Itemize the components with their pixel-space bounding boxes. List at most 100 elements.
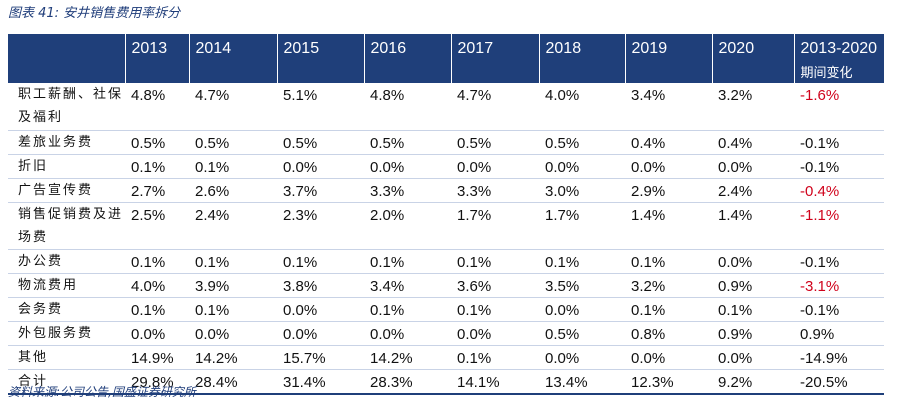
value-cell: 0.5% [277, 130, 364, 155]
value-cell: 0.4% [625, 130, 712, 155]
value-cell: 0.1% [539, 249, 625, 274]
value-cell: 0.1% [125, 249, 189, 274]
change-cell: -1.1% [794, 202, 884, 250]
value-cell: 2.4% [189, 202, 277, 250]
change-cell: -0.1% [794, 154, 884, 179]
value-cell: 3.7% [277, 178, 364, 203]
value-cell: 3.3% [451, 178, 539, 203]
source-note: 资料来源:公司公告,国盛证券研究所 [8, 385, 196, 399]
figure-caption: 图表 41: 安井销售费用率拆分 [8, 6, 181, 21]
table-row: 会务费 0.1% 0.1% 0.0% 0.1% 0.1% 0.0% 0.1% 0.1% -0.1% [8, 297, 884, 322]
table-row: 物流费用 4.0% 3.9% 3.8% 3.4% 3.6% 3.5% 3.2% 0.9% -3.1… [8, 273, 884, 298]
header-change-line2: 期间变化 [800, 65, 853, 80]
header-cell-year: 2020 [711, 34, 794, 83]
table-row: 其他 14.9% 14.2% 15.7% 14.2% 0.1% 0.0% 0.0% 0.0% -1… [8, 345, 884, 370]
value-cell: 0.9% [712, 273, 794, 298]
change-cell: -0.4% [794, 178, 884, 203]
value-cell: 0.1% [364, 249, 451, 274]
value-cell: 4.7% [189, 83, 277, 131]
value-cell: 0.1% [451, 249, 539, 274]
header-cell-change: 2013-2020 期间变化 [793, 34, 884, 83]
table-row: 广告宣传费 2.7% 2.6% 3.7% 3.3% 3.3% 3.0% 2.9% 2.4% -0.… [8, 178, 884, 203]
value-cell: 3.2% [712, 83, 794, 131]
value-cell: 0.5% [451, 130, 539, 155]
value-cell: 0.1% [189, 154, 277, 179]
change-cell: 0.9% [794, 321, 884, 346]
change-cell: -20.5% [794, 369, 884, 395]
header-cell-label [8, 34, 125, 83]
value-cell: 14.9% [125, 345, 189, 370]
value-cell: 2.4% [712, 178, 794, 203]
value-cell: 0.0% [539, 154, 625, 179]
table-row: 职工薪酬、社保及福利 4.8% 4.7% 5.1% 4.8% 4.7% 4.0% 3.4% 3.… [8, 83, 884, 131]
header-row: 2013 2014 2015 2016 2017 2018 2019 2020 2013-202… [8, 34, 884, 83]
row-label: 合计 [8, 369, 125, 395]
value-cell: 1.7% [539, 202, 625, 250]
row-label: 销售促销费及进场费 [8, 202, 125, 250]
table-row: 办公费 0.1% 0.1% 0.1% 0.1% 0.1% 0.1% 0.1% 0.0% -0.1% [8, 249, 884, 274]
header-cell-year: 2018 [538, 34, 625, 83]
value-cell: 2.7% [125, 178, 189, 203]
value-cell: 0.4% [712, 130, 794, 155]
change-cell: -14.9% [794, 345, 884, 370]
row-label: 职工薪酬、社保及福利 [8, 83, 125, 131]
value-cell: 0.0% [277, 154, 364, 179]
value-cell: 29.8% [125, 369, 189, 395]
value-cell: 2.5% [125, 202, 189, 250]
value-cell: 0.5% [539, 130, 625, 155]
value-cell: 0.1% [189, 297, 277, 322]
row-label: 外包服务费 [8, 321, 125, 346]
row-label: 会务费 [8, 297, 125, 322]
change-cell: -0.1% [794, 249, 884, 274]
value-cell: 3.3% [364, 178, 451, 203]
value-cell: 0.0% [364, 154, 451, 179]
value-cell: 0.0% [625, 154, 712, 179]
value-cell: 0.1% [125, 297, 189, 322]
value-cell: 0.1% [364, 297, 451, 322]
change-cell: -1.6% [794, 83, 884, 131]
change-cell: -0.1% [794, 297, 884, 322]
value-cell: 3.0% [539, 178, 625, 203]
table-row: 差旅业务费 0.5% 0.5% 0.5% 0.5% 0.5% 0.5% 0.4% 0.4% -0.… [8, 130, 884, 155]
value-cell: 0.0% [189, 321, 277, 346]
value-cell: 28.3% [364, 369, 451, 395]
value-cell: 3.2% [625, 273, 712, 298]
value-cell: 4.0% [539, 83, 625, 131]
value-cell: 0.1% [125, 154, 189, 179]
row-label: 办公费 [8, 249, 125, 274]
value-cell: 0.5% [539, 321, 625, 346]
value-cell: 0.0% [364, 321, 451, 346]
expense-ratio-table: 2013 2014 2015 2016 2017 2018 2019 2020 2013-202… [8, 34, 884, 395]
row-label: 物流费用 [8, 273, 125, 298]
table-row: 折旧 0.1% 0.1% 0.0% 0.0% 0.0% 0.0% 0.0% 0.0% -0.1% [8, 154, 884, 179]
header-cell-year: 2013 [124, 34, 189, 83]
value-cell: 3.4% [364, 273, 451, 298]
value-cell: 0.1% [625, 249, 712, 274]
value-cell: 2.6% [189, 178, 277, 203]
value-cell: 9.2% [712, 369, 794, 395]
value-cell: 0.1% [451, 297, 539, 322]
value-cell: 3.5% [539, 273, 625, 298]
value-cell: 0.0% [712, 249, 794, 274]
value-cell: 0.0% [625, 345, 712, 370]
value-cell: 4.7% [451, 83, 539, 131]
table-row: 合计 29.8% 28.4% 31.4% 28.3% 14.1% 13.4% 12.3% 9.2… [8, 369, 884, 395]
value-cell: 13.4% [539, 369, 625, 395]
value-cell: 0.0% [277, 321, 364, 346]
value-cell: 0.0% [451, 154, 539, 179]
row-label: 广告宣传费 [8, 178, 125, 203]
value-cell: 0.5% [364, 130, 451, 155]
value-cell: 0.1% [189, 249, 277, 274]
header-change-line1: 2013-2020 [800, 40, 878, 57]
header-cell-year: 2017 [450, 34, 539, 83]
value-cell: 0.0% [125, 321, 189, 346]
value-cell: 0.1% [712, 297, 794, 322]
value-cell: 0.0% [277, 297, 364, 322]
value-cell: 3.4% [625, 83, 712, 131]
table-body: 职工薪酬、社保及福利 4.8% 4.7% 5.1% 4.8% 4.7% 4.0% 3.4% 3.… [8, 83, 884, 395]
header-cell-year: 2019 [624, 34, 712, 83]
value-cell: 0.8% [625, 321, 712, 346]
value-cell: 12.3% [625, 369, 712, 395]
table-row: 销售促销费及进场费 2.5% 2.4% 2.3% 2.0% 1.7% 1.7% 1.4% 1.4… [8, 202, 884, 250]
header-cell-year: 2014 [188, 34, 277, 83]
